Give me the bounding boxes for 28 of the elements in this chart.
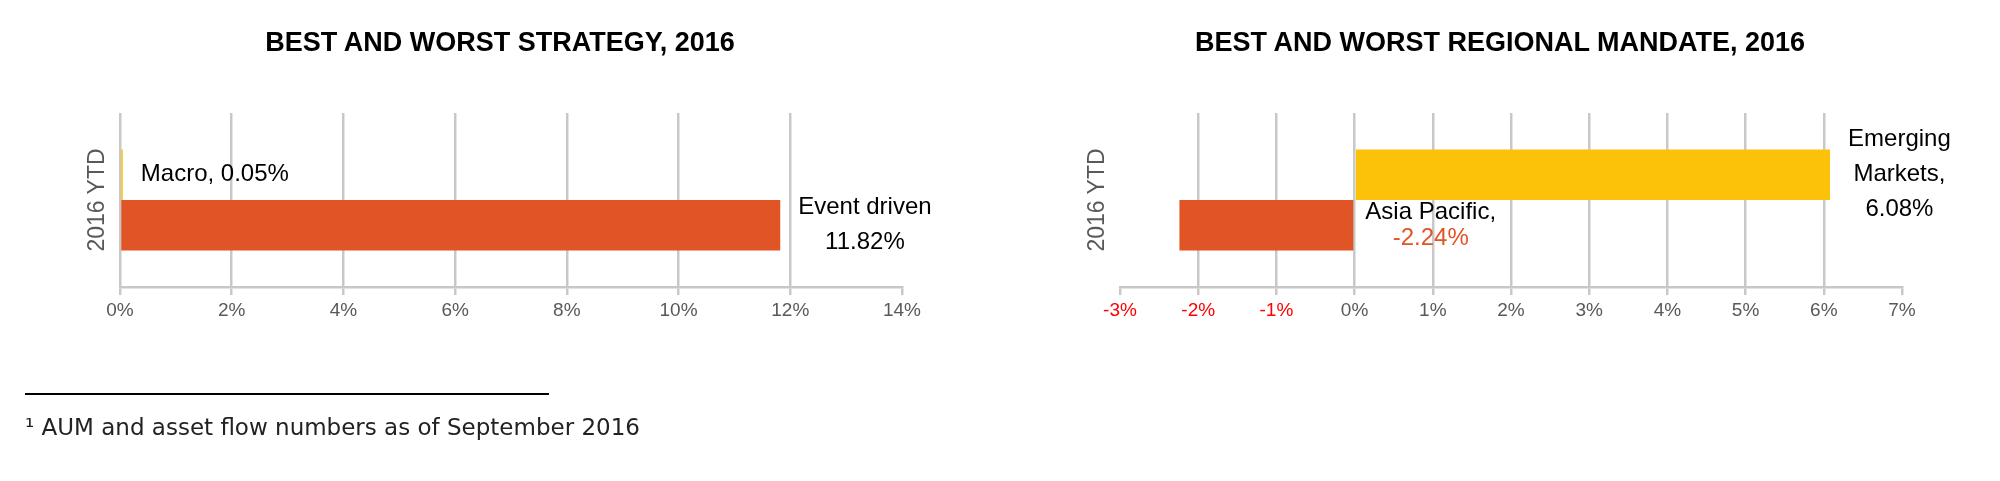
- x-tick-label: 4%: [1653, 298, 1682, 320]
- x-tick-label: 2%: [217, 298, 246, 320]
- x-tick-label: 8%: [553, 298, 581, 320]
- text: ¹ AUM and asset flow numbers as of September 2016: [25, 414, 640, 440]
- x-tick-label: 6%: [1810, 298, 1838, 320]
- x-tick-label: -2%: [1181, 298, 1216, 320]
- data-label: Event driven 11.82%: [798, 192, 932, 255]
- x-tick-label: 2%: [1497, 298, 1525, 320]
- x-tick-label: 0%: [106, 298, 134, 320]
- x-tick-label: 6%: [441, 298, 469, 320]
- data-label: Asia Pacific, -2.24%: [1365, 196, 1497, 250]
- x-tick-label: -3%: [1103, 298, 1137, 320]
- chart-title: BEST AND WORST STRATEGY, 2016: [265, 27, 735, 58]
- x-tick-label: 3%: [1575, 298, 1604, 320]
- x-tick-label: 5%: [1731, 298, 1760, 320]
- y-tick-label: 2016 YTD: [83, 148, 110, 252]
- x-tick-label: 4%: [329, 298, 358, 320]
- chart-title: BEST AND WORST REGIONAL MANDATE, 2016: [1194, 27, 1806, 58]
- x-tick-label: 0%: [1340, 298, 1369, 320]
- x-tick-label: -1%: [1259, 298, 1294, 320]
- x-tick-label: 14%: [882, 298, 922, 320]
- x-tick-label: 1%: [1419, 298, 1447, 320]
- data-label: Macro, 0.05%: [140, 159, 289, 187]
- x-tick-label: 7%: [1888, 298, 1916, 320]
- y-tick-label: 2016 YTD: [1083, 148, 1110, 252]
- data-label: Emerging Markets, 6.08%: [1848, 124, 1951, 222]
- x-tick-label: 10%: [659, 298, 698, 320]
- x-tick-label: 12%: [771, 298, 810, 320]
